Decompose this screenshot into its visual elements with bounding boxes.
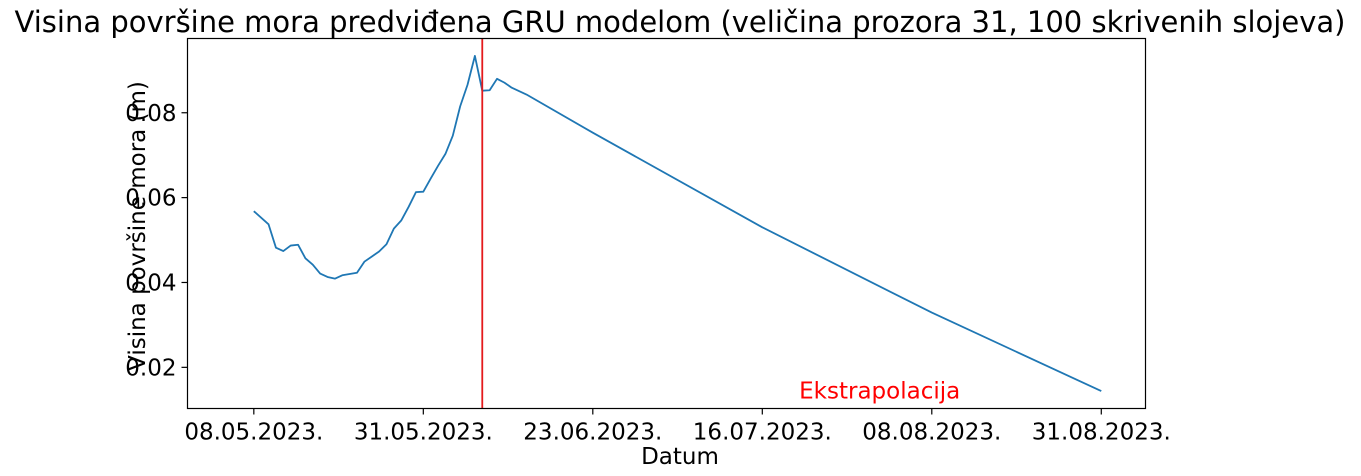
extrapolation-label: Ekstrapolacija [799, 379, 960, 405]
y-tick-label: 0.08 [125, 101, 176, 127]
y-axis-label: Visina površine mora (m) [125, 81, 151, 371]
x-tick-label: 31.05.2023. [354, 420, 493, 446]
x-tick-label: 16.07.2023. [693, 420, 832, 446]
x-tick-label: 08.05.2023. [184, 420, 323, 446]
x-tick-label: 08.08.2023. [862, 420, 1001, 446]
chart-title: Visina površine mora predviđena GRU mode… [15, 5, 1346, 39]
x-tick-label: 23.06.2023. [523, 420, 662, 446]
y-tick-label: 0.06 [125, 186, 176, 212]
axis-ticks: 08.05.2023. 31.05.2023. 23.06.2023. 16.07.2… [125, 101, 1171, 446]
x-axis-label: Datum [641, 444, 719, 470]
series-line [253, 55, 1102, 392]
y-tick-label: 0.02 [125, 355, 176, 381]
axes-frame [186, 37, 1147, 410]
x-tick-label: 31.08.2023. [1032, 420, 1171, 446]
plot-area: Ekstrapolacija [253, 38, 1102, 409]
y-tick-label: 0.04 [125, 270, 176, 296]
